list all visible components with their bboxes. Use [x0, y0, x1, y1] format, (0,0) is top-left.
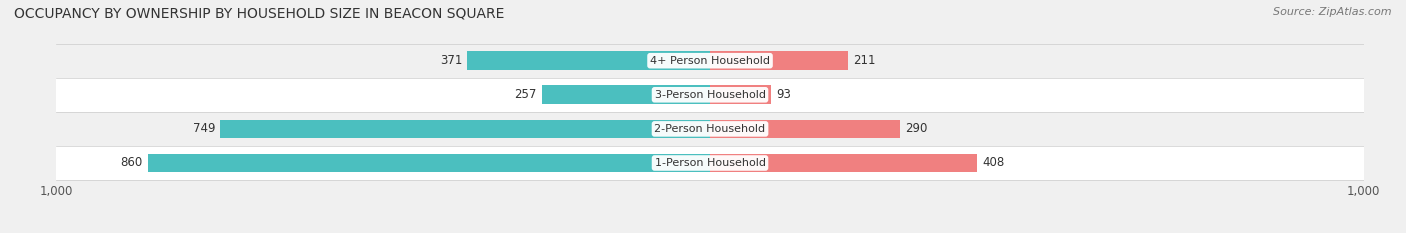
Text: OCCUPANCY BY OWNERSHIP BY HOUSEHOLD SIZE IN BEACON SQUARE: OCCUPANCY BY OWNERSHIP BY HOUSEHOLD SIZE… — [14, 7, 505, 21]
Text: 408: 408 — [981, 157, 1004, 169]
Bar — [710, 154, 977, 172]
Bar — [56, 78, 1364, 112]
Bar — [467, 51, 710, 70]
Bar — [710, 51, 848, 70]
Text: 860: 860 — [121, 157, 142, 169]
Text: 749: 749 — [193, 122, 215, 135]
Bar — [56, 44, 1364, 78]
Text: 211: 211 — [853, 54, 876, 67]
Text: 4+ Person Household: 4+ Person Household — [650, 56, 770, 66]
Bar — [710, 86, 770, 104]
Bar — [710, 120, 900, 138]
Text: 2-Person Household: 2-Person Household — [654, 124, 766, 134]
Text: 93: 93 — [776, 88, 792, 101]
Bar — [148, 154, 710, 172]
Text: 290: 290 — [905, 122, 927, 135]
Bar — [56, 112, 1364, 146]
Text: 3-Person Household: 3-Person Household — [655, 90, 765, 100]
Text: 257: 257 — [515, 88, 537, 101]
Bar — [541, 86, 710, 104]
Text: Source: ZipAtlas.com: Source: ZipAtlas.com — [1274, 7, 1392, 17]
Text: 1-Person Household: 1-Person Household — [655, 158, 765, 168]
Bar — [221, 120, 710, 138]
Text: 371: 371 — [440, 54, 463, 67]
Legend: Owner-occupied, Renter-occupied: Owner-occupied, Renter-occupied — [579, 230, 841, 233]
Bar — [56, 146, 1364, 180]
